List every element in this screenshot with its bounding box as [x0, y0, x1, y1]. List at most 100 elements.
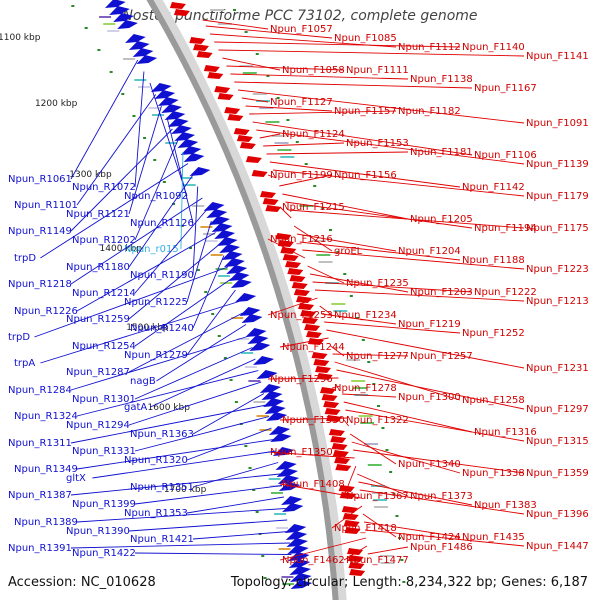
forward-gene-label: Npun_F1435 — [462, 532, 525, 543]
reverse-gene-label: Npun_R1180 — [66, 262, 130, 273]
reverse-label-leader — [192, 255, 225, 329]
reverse-label-leader — [70, 335, 250, 391]
forward-gene-label: Npun_F1106 — [474, 150, 537, 161]
forward-gene-mark — [275, 233, 292, 240]
forward-label-leader — [279, 417, 348, 421]
forward-gene-mark — [277, 240, 294, 247]
reverse-gene-label: Npun_R1121 — [66, 209, 130, 220]
reverse-gene-mark — [290, 580, 313, 589]
forward-gene-label: Npun_F1278 — [334, 383, 397, 394]
annotation-bar — [239, 65, 254, 67]
reverse-gene-label: Npun_R1320 — [124, 455, 188, 466]
annotation-bar — [200, 226, 213, 228]
reverse-gene-mark — [261, 391, 283, 400]
kbp-dot-marker — [349, 295, 353, 297]
annotation-bar — [220, 282, 233, 284]
kbp-dot-marker — [385, 449, 389, 451]
reverse-label-leader — [76, 232, 216, 312]
forward-label-leader — [272, 169, 525, 197]
reverse-gene-mark — [277, 475, 300, 484]
kbp-tick-label: 1200 kbp — [35, 99, 78, 109]
reverse-gene-label: Npun_R1202 — [72, 235, 136, 246]
kbp-dot-marker — [244, 445, 248, 447]
forward-gene-mark — [321, 394, 338, 401]
forward-label-leader — [362, 513, 397, 538]
forward-gene-label: Npun_F1350 — [270, 447, 333, 458]
annotation-bar — [134, 79, 147, 81]
reverse-gene-mark — [247, 335, 269, 344]
annotation-bar — [311, 240, 326, 242]
forward-gene-mark — [217, 93, 234, 100]
forward-gene-label: Npun_F1447 — [526, 541, 589, 552]
forward-gene-label: Npun_F1359 — [526, 468, 589, 479]
reverse-gene-label: Npun_R1294 — [66, 420, 130, 431]
forward-gene-mark — [302, 317, 319, 324]
forward-gene-mark — [347, 555, 364, 562]
forward-gene-mark — [328, 429, 345, 436]
kbp-dot-marker — [97, 49, 101, 51]
reverse-gene-mark — [180, 146, 202, 155]
reverse-gene-mark — [288, 559, 311, 568]
kbp-dot-marker — [367, 361, 371, 363]
reverse-gene-mark — [263, 398, 285, 407]
forward-gene-mark — [315, 366, 332, 373]
kbp-dot-marker — [261, 555, 265, 557]
reverse-gene-mark — [223, 258, 245, 267]
annotation-bar — [374, 506, 389, 508]
kbp-dot-marker — [211, 313, 215, 315]
kbp-dot-marker — [189, 247, 193, 249]
reverse-gene-mark — [104, 0, 126, 8]
forward-label-leader — [218, 49, 525, 57]
reverse-gene-mark — [241, 314, 263, 323]
reverse-gene-label: Npun_R1218 — [8, 279, 72, 290]
reverse-gene-mark — [211, 223, 233, 232]
reverse-gene-mark — [164, 111, 186, 120]
kbp-dot-marker — [381, 427, 385, 429]
reverse-gene-mark — [272, 447, 295, 456]
forward-gene-label: Npun_F1057 — [270, 24, 333, 35]
forward-gene-label: Npun_F1383 — [474, 500, 537, 511]
forward-gene-mark — [207, 72, 224, 79]
forward-gene-label: Npun_F1373 — [410, 491, 473, 502]
forward-gene-label: Npun_F1216 — [270, 234, 333, 245]
reverse-label-leader — [186, 289, 236, 356]
reverse-gene-label: Npun_R1284 — [8, 385, 72, 396]
forward-gene-mark — [280, 247, 297, 254]
forward-label-leader — [312, 281, 473, 293]
annotation-bar — [192, 205, 205, 207]
forward-gene-label: Npun_F1156 — [334, 170, 397, 181]
reverse-gene-label: Npun_R1287 — [66, 367, 130, 378]
forward-gene-mark — [289, 275, 306, 282]
forward-label-leader — [288, 209, 525, 229]
forward-gene-label: Npun_F1153 — [346, 138, 409, 149]
reverse-gene-mark — [125, 34, 146, 43]
annotation-bar — [244, 366, 257, 368]
kbp-dot-marker — [248, 467, 252, 469]
reverse-gene-label: trpD — [8, 332, 30, 343]
forward-gene-mark — [296, 296, 313, 303]
reverse-gene-mark — [249, 342, 271, 351]
forward-gene-label: Npun_F1223 — [526, 264, 589, 275]
forward-gene-mark — [192, 44, 209, 51]
forward-gene-mark — [251, 170, 268, 177]
reverse-gene-label: Npun_R1190 — [130, 270, 194, 281]
forward-gene-mark — [332, 450, 349, 457]
annotation-bar — [331, 303, 346, 305]
forward-gene-label: Npun_F1142 — [462, 182, 525, 193]
reverse-gene-mark — [128, 41, 150, 50]
annotation-bar — [137, 86, 150, 88]
forward-label-leader — [326, 329, 525, 369]
annotation-bar — [352, 387, 367, 389]
kbp-dot-marker — [400, 559, 404, 561]
reverse-gene-mark — [109, 6, 130, 15]
reverse-gene-label: Npun_R1331 — [72, 446, 136, 457]
forward-gene-label: Npun_F1297 — [526, 404, 589, 415]
kbp-dot-marker — [321, 207, 325, 209]
forward-label-leader — [331, 385, 341, 389]
reverse-gene-label: Npun_R1214 — [72, 288, 136, 299]
kbp-dot-marker — [263, 577, 267, 579]
forward-gene-label: Npun_F1175 — [526, 223, 589, 234]
reverse-gene-label: Npun_R1225 — [124, 297, 188, 308]
forward-label-leader — [282, 193, 409, 220]
forward-gene-mark — [344, 527, 361, 534]
